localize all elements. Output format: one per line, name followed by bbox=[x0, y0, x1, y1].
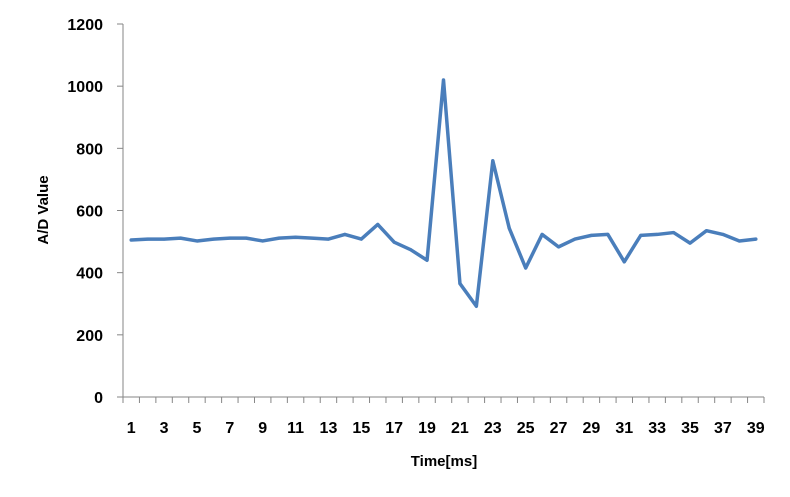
x-tick-label: 9 bbox=[258, 420, 267, 437]
data-point bbox=[540, 232, 544, 236]
x-tick-label: 29 bbox=[583, 420, 601, 437]
data-point bbox=[524, 266, 528, 270]
x-tick-label: 21 bbox=[451, 420, 469, 437]
data-point bbox=[474, 304, 478, 308]
data-point bbox=[442, 78, 445, 82]
data-point bbox=[343, 232, 347, 236]
data-point bbox=[573, 237, 577, 241]
x-tick-label: 3 bbox=[160, 420, 169, 437]
y-tick-label: 600 bbox=[76, 204, 103, 221]
x-tick-label: 7 bbox=[225, 420, 234, 437]
y-tick-label: 1200 bbox=[67, 17, 103, 34]
x-tick-label: 25 bbox=[517, 420, 535, 437]
data-point bbox=[359, 237, 363, 241]
x-tick-label: 17 bbox=[385, 420, 403, 437]
data-point bbox=[688, 241, 692, 245]
data-point bbox=[261, 239, 265, 243]
y-tick-label: 800 bbox=[76, 141, 103, 158]
x-tick-label: 23 bbox=[484, 420, 502, 437]
data-point bbox=[162, 237, 166, 241]
data-point bbox=[557, 245, 561, 249]
x-axis: 1 3 5 7 9 11 13 15 17 19 21 23 25 27 29 31 33 35 37 39 bbox=[122, 396, 765, 437]
data-point bbox=[458, 282, 462, 286]
x-axis-title: Time[ms] bbox=[411, 453, 477, 470]
data-point bbox=[310, 236, 314, 240]
data-point bbox=[507, 226, 511, 230]
data-point bbox=[721, 232, 725, 236]
data-point bbox=[491, 159, 495, 163]
y-axis-title: A/D Value bbox=[35, 175, 52, 244]
y-axis: 0 200 400 600 800 1000 1200 bbox=[67, 17, 124, 407]
data-point bbox=[639, 233, 643, 237]
y-tick-label: 0 bbox=[94, 390, 103, 407]
data-point bbox=[737, 239, 741, 243]
data-point bbox=[589, 233, 593, 237]
x-tick-label: 37 bbox=[714, 420, 732, 437]
x-tick-label: 5 bbox=[193, 420, 202, 437]
series-layer bbox=[129, 78, 758, 308]
data-point bbox=[409, 248, 413, 252]
data-point bbox=[704, 229, 708, 233]
data-point bbox=[228, 236, 232, 240]
data-point bbox=[179, 236, 183, 240]
data-point bbox=[672, 231, 676, 235]
x-tick-label: 27 bbox=[550, 420, 568, 437]
data-point bbox=[376, 222, 380, 226]
data-point bbox=[277, 236, 281, 240]
x-tick-label: 1 bbox=[127, 420, 136, 437]
y-tick-label: 400 bbox=[76, 266, 103, 283]
data-point bbox=[655, 232, 659, 236]
data-point bbox=[392, 240, 396, 244]
data-point bbox=[606, 232, 610, 236]
data-point bbox=[326, 237, 330, 241]
x-tick-label: 11 bbox=[287, 420, 304, 437]
y-tick-label: 200 bbox=[76, 328, 103, 345]
y-tick-label: 1000 bbox=[67, 79, 103, 96]
data-point bbox=[129, 238, 133, 242]
data-point bbox=[195, 239, 199, 243]
x-tick-label: 13 bbox=[320, 420, 338, 437]
data-point bbox=[294, 235, 298, 239]
series-line-1 bbox=[129, 78, 758, 308]
x-tick-label: 33 bbox=[648, 420, 666, 437]
data-point bbox=[244, 236, 248, 240]
x-tick-label: 31 bbox=[615, 420, 633, 437]
data-point bbox=[146, 237, 150, 241]
data-point bbox=[622, 260, 626, 264]
data-point bbox=[754, 237, 758, 241]
x-tick-label: 39 bbox=[747, 420, 765, 437]
data-point bbox=[425, 258, 429, 262]
x-tick-label: 19 bbox=[418, 420, 436, 437]
x-tick-label: 15 bbox=[352, 420, 370, 437]
data-point bbox=[211, 237, 215, 241]
x-tick-label: 35 bbox=[681, 420, 699, 437]
